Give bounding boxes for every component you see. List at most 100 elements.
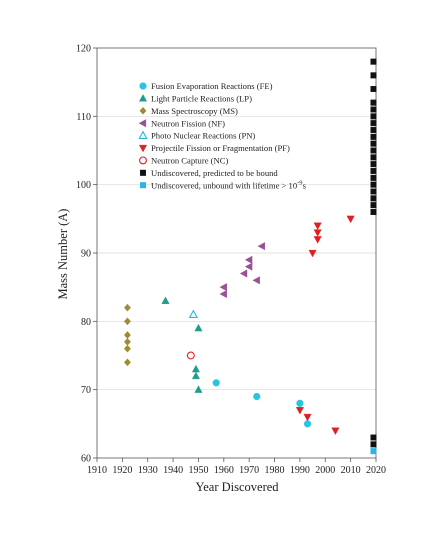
legend-label: Light Particle Reactions (LP) <box>151 94 252 104</box>
legend-marker <box>138 119 147 128</box>
data-point <box>123 317 131 326</box>
legend-item: Neutron Capture (NC) <box>139 156 228 166</box>
legend-item: Projectile Fission or Fragmentation (PF) <box>138 143 290 153</box>
legend-item: Light Particle Reactions (LP) <box>138 94 252 104</box>
data-point <box>370 147 377 154</box>
legend-item: Mass Spectroscopy (MS) <box>139 106 238 116</box>
legend-label: Photo Nuclear Reactions (PN) <box>151 131 255 141</box>
data-point <box>252 276 260 285</box>
x-tick-label-1930: 1930 <box>138 465 158 476</box>
x-tick-label-2010: 2010 <box>341 465 361 476</box>
data-point <box>303 413 312 422</box>
x-tick-label-1980: 1980 <box>265 465 285 476</box>
data-point <box>219 283 227 292</box>
legend-label: Mass Spectroscopy (MS) <box>151 106 238 116</box>
data-point <box>370 85 377 92</box>
data-point <box>370 161 377 168</box>
data-point <box>296 399 304 407</box>
data-point <box>123 358 131 367</box>
data-point <box>313 229 322 237</box>
data-point <box>370 58 377 65</box>
data-point <box>370 133 377 140</box>
x-tick-label-1910: 1910 <box>87 465 107 476</box>
tick-labels: 60 70 80 90 100 110 120 1910 1920 1930 1940 1950 196… <box>76 44 386 477</box>
data-point <box>123 303 131 312</box>
legend-marker <box>139 106 147 115</box>
data-point <box>123 344 131 353</box>
data-point <box>244 262 253 271</box>
y-tick-label-70: 70 <box>81 385 91 396</box>
series-neutron-fission-nf <box>219 242 265 299</box>
data-point <box>370 99 377 106</box>
data-point <box>370 434 377 441</box>
series-light-particle-reactions-lp <box>161 296 203 393</box>
axes <box>93 47 377 462</box>
series-fusion-evaporation-reactions-fe <box>212 379 312 428</box>
x-tick-label-1950: 1950 <box>188 465 208 476</box>
data-point <box>239 269 248 278</box>
y-tick-label-100: 100 <box>76 180 91 191</box>
data-point <box>370 181 377 188</box>
legend-label: Projectile Fission or Fragmentation (PF) <box>151 143 290 153</box>
legend-item: Photo Nuclear Reactions (PN) <box>138 130 255 141</box>
data-point <box>370 140 377 147</box>
data-point <box>186 351 195 360</box>
y-tick-label-120: 120 <box>76 44 91 55</box>
x-axis-title: Year Discovered <box>195 480 279 494</box>
legend-item: Neutron Fission (NF) <box>138 118 225 128</box>
data-point <box>346 215 355 224</box>
series-photo-nuclear-reactions-pn <box>188 309 199 318</box>
x-tick-label-1960: 1960 <box>214 465 234 476</box>
series-mass-spectroscopy-ms <box>123 303 131 367</box>
series-neutron-capture-nc <box>186 351 195 360</box>
series-projectile-fission-or-fragmentation-pf <box>295 215 355 435</box>
x-tick-label-2000: 2000 <box>315 465 335 476</box>
data-point <box>370 195 377 202</box>
data-point <box>161 296 170 304</box>
data-point <box>370 448 377 455</box>
data-point <box>370 106 377 113</box>
data-point <box>313 222 322 230</box>
data-point <box>370 202 377 209</box>
data-point <box>188 309 199 318</box>
data-point <box>370 441 377 448</box>
data-point <box>370 174 377 181</box>
y-axis-title: Mass Number (A) <box>56 209 70 300</box>
data-point <box>219 289 227 299</box>
legend-item: Undiscovered, predicted to be bound <box>139 168 278 178</box>
legend-marker <box>139 169 146 176</box>
legend-marker <box>138 130 148 140</box>
legend-label: Neutron Fission (NF) <box>151 118 225 128</box>
data-point <box>370 188 377 195</box>
y-tick-label-90: 90 <box>81 249 91 260</box>
data-point <box>331 427 340 435</box>
data-point <box>253 392 261 401</box>
legend-label: Neutron Capture (NC) <box>151 156 228 166</box>
series-undiscovered-unbound-with-lifetime-10 <box>370 448 377 455</box>
data-point <box>370 72 377 79</box>
legend: Fusion Evaporation Reactions (FE) Light P… <box>138 81 307 190</box>
data-point <box>370 113 377 120</box>
data-point <box>370 120 377 127</box>
data-point <box>370 167 377 174</box>
x-tick-label-1940: 1940 <box>163 465 183 476</box>
data-point <box>313 236 322 244</box>
data-point <box>370 208 377 215</box>
data-point <box>194 385 203 393</box>
data-point <box>370 154 377 161</box>
y-tick-label-80: 80 <box>81 317 91 328</box>
grid-lines <box>97 115 376 391</box>
legend-marker <box>138 94 148 102</box>
data-point <box>212 379 220 387</box>
data-point <box>244 255 253 264</box>
data-point <box>370 126 377 133</box>
legend-marker <box>139 156 147 165</box>
x-tick-label-1970: 1970 <box>239 465 259 476</box>
x-tick-label-2020: 2020 <box>366 465 386 476</box>
legend-marker <box>139 82 147 90</box>
data-point <box>303 420 312 428</box>
legend-label: Undiscovered, unbound with lifetime > 10… <box>151 179 307 190</box>
data-point <box>191 371 200 380</box>
data-points <box>123 58 377 455</box>
